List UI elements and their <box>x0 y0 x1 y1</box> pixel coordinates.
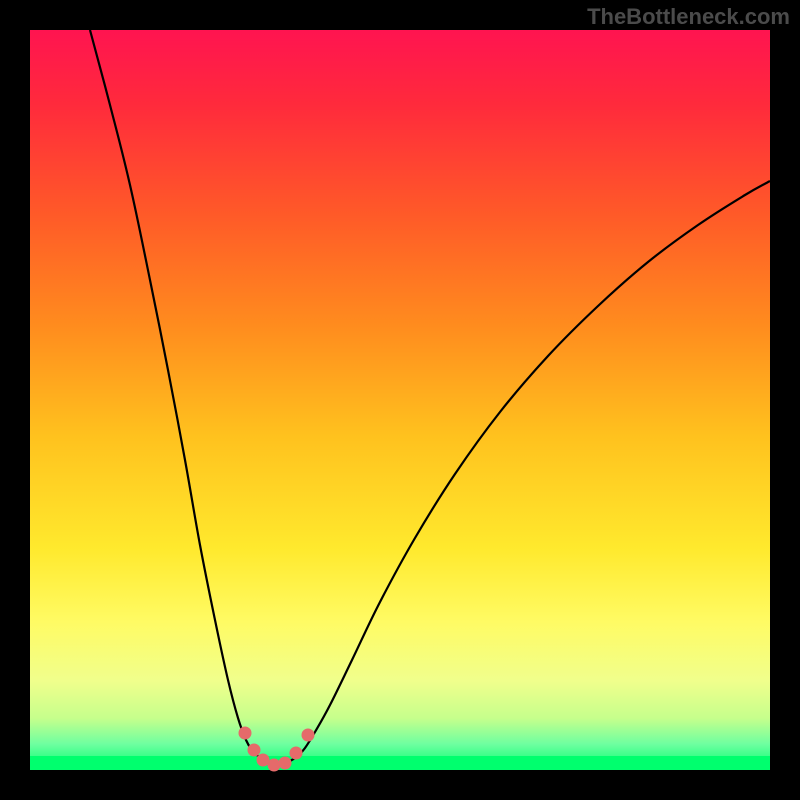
attribution-text: TheBottleneck.com <box>587 4 790 30</box>
valley-marker <box>290 747 302 759</box>
valley-marker <box>248 744 260 756</box>
green-band <box>30 756 770 770</box>
valley-marker <box>239 727 251 739</box>
attribution-label: TheBottleneck.com <box>587 4 790 29</box>
valley-marker <box>268 759 280 771</box>
plot-background <box>30 30 770 770</box>
valley-marker <box>279 757 291 769</box>
valley-marker <box>257 754 269 766</box>
valley-marker <box>302 729 314 741</box>
bottleneck-chart <box>0 0 800 800</box>
